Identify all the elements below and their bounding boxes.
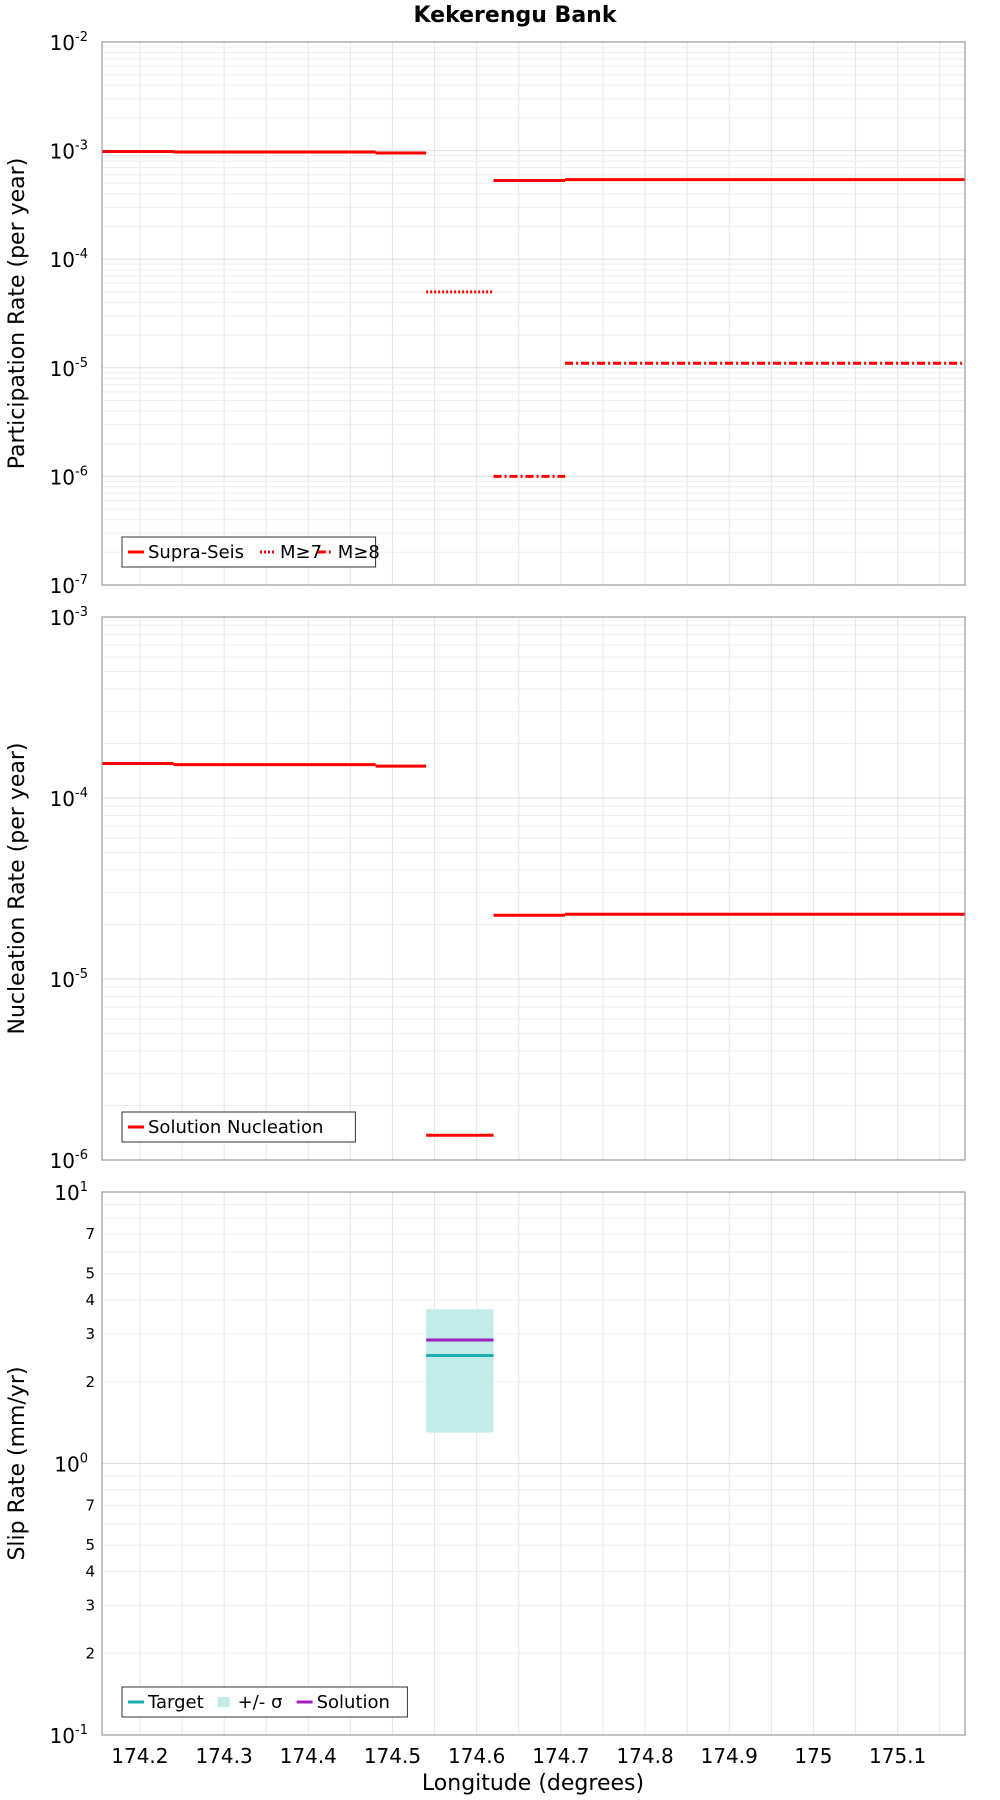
chart-title: Kekerengu Bank xyxy=(414,3,618,28)
series-m-7 xyxy=(102,150,494,294)
y-tick-label: 10-5 xyxy=(50,967,88,992)
y-minor-tick-label: 7 xyxy=(85,1225,95,1243)
series-target xyxy=(426,1353,494,1357)
y-tick-label: 10-2 xyxy=(50,30,88,55)
x-tick-label: 174.5 xyxy=(364,1744,421,1768)
panel-3: 10-1 100 101 2 3 4 5 7 2 3 4 5 7 Slip Rate (mm/yr) 174… xyxy=(5,1180,966,1768)
y-tick-label: 10-3 xyxy=(50,605,88,630)
y-axis-label: Slip Rate (mm/yr) xyxy=(5,1366,30,1560)
y-axis-label: Nucleation Rate (per year) xyxy=(5,743,30,1035)
legend-entry: M≥8 xyxy=(338,542,380,563)
x-tick-label: 174.3 xyxy=(195,1744,252,1768)
legend-entry: +/- σ xyxy=(238,1692,283,1713)
y-tick-label: 100 xyxy=(54,1452,88,1477)
x-tick-label: 174.7 xyxy=(532,1744,589,1768)
panel-1: 10-7 10-6 10-5 10-4 10-3 10-2 Participation Ra… xyxy=(5,30,966,598)
series-solution xyxy=(426,1338,494,1342)
panel-2: 10-6 10-5 10-4 10-3 Nucleation Rate (per yea… xyxy=(5,605,966,1173)
y-minor-tick-label: 4 xyxy=(85,1291,95,1309)
y-tick-label: 10-7 xyxy=(50,573,88,598)
y-tick-label: 10-6 xyxy=(50,464,88,489)
plot-frame xyxy=(101,616,966,1161)
plot-area xyxy=(102,617,965,1160)
y-minor-tick-label: 2 xyxy=(85,1373,95,1391)
y-tick-label: 10-4 xyxy=(50,786,88,811)
grid-lines xyxy=(102,42,965,586)
grid-lines xyxy=(102,1192,965,1736)
y-tick-label: 101 xyxy=(54,1180,88,1205)
plot-frame xyxy=(101,1191,966,1736)
y-axis-label: Participation Rate (per year) xyxy=(5,158,30,470)
legend: Solution Nucleation xyxy=(121,1111,356,1143)
x-tick-label: 175.1 xyxy=(869,1744,926,1768)
x-tick-label: 174.6 xyxy=(448,1744,505,1768)
legend-swatch xyxy=(217,1697,230,1707)
x-tick-label: 174.4 xyxy=(280,1744,337,1768)
y-tick-label: 10-3 xyxy=(50,139,88,164)
y-tick-label: 10-5 xyxy=(50,356,88,381)
y-minor-tick-label: 2 xyxy=(85,1644,95,1662)
x-tick-label: 174.9 xyxy=(701,1744,758,1768)
y-minor-tick-label: 5 xyxy=(85,1265,95,1283)
legend: Supra-Seis M≥7 M≥8 xyxy=(121,536,380,568)
x-tick-label: 175 xyxy=(794,1744,832,1768)
legend-entry: M≥7 xyxy=(280,542,322,563)
legend-entry: Solution Nucleation xyxy=(148,1117,323,1138)
y-minor-tick-label: 7 xyxy=(85,1497,95,1515)
legend: Target +/- σ Solution xyxy=(121,1686,408,1718)
x-tick-label: 174.8 xyxy=(616,1744,673,1768)
plot-area xyxy=(102,42,965,585)
y-minor-tick-label: 3 xyxy=(85,1596,95,1614)
legend-entry: Solution xyxy=(317,1692,390,1713)
y-tick-label: 10-4 xyxy=(50,247,88,272)
x-axis-label: Longitude (degrees) xyxy=(422,1771,644,1796)
y-minor-tick-label: 3 xyxy=(85,1325,95,1343)
y-tick-label: 10-6 xyxy=(50,1148,88,1173)
y-minor-tick-label: 4 xyxy=(85,1563,95,1581)
legend-entry: Target xyxy=(147,1692,204,1713)
legend-entry: Supra-Seis xyxy=(148,542,244,563)
y-minor-tick-label: 5 xyxy=(85,1536,95,1554)
sigma-band-2 xyxy=(426,1309,494,1433)
series-m-8 xyxy=(493,361,965,478)
series-solution-nucleation xyxy=(102,762,965,1137)
x-tick-label: 174.2 xyxy=(111,1744,168,1768)
grid-lines xyxy=(102,617,965,1161)
y-tick-label: 10-1 xyxy=(50,1723,88,1748)
plot-frame xyxy=(101,41,966,586)
